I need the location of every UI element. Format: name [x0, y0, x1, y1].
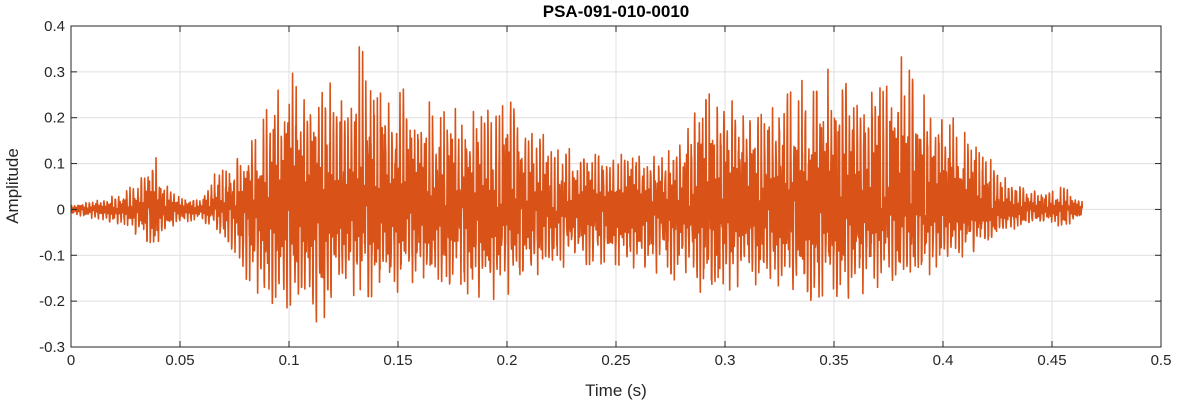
x-tick-label: 0.45	[1037, 352, 1066, 369]
x-tick-label: 0	[67, 352, 75, 369]
x-tick-label: 0.2	[497, 352, 518, 369]
y-tick-label: 0	[57, 201, 65, 218]
x-tick-label: 0.1	[279, 352, 300, 369]
x-tick-label: 0.25	[601, 352, 630, 369]
x-tick-label: 0.4	[933, 352, 954, 369]
x-tick-label: 0.5	[1151, 352, 1172, 369]
x-tick-label: 0.35	[819, 352, 848, 369]
y-tick-label: 0.4	[44, 18, 65, 35]
x-axis-label: Time (s)	[585, 381, 647, 400]
x-tick-label: 0.3	[715, 352, 736, 369]
y-tick-label: 0.1	[44, 156, 65, 173]
y-tick-label: 0.3	[44, 64, 65, 81]
series-group	[70, 46, 1084, 323]
y-tick-label: -0.1	[39, 247, 65, 264]
tick-labels-group: 0 0.05 0.1 0.15 0.2 0.25 0.3 0.35 0.4 0.45 0.5 -0.3…	[39, 18, 1171, 369]
y-tick-label: 0.2	[44, 110, 65, 127]
y-tick-label: -0.2	[39, 293, 65, 310]
y-tick-label: -0.3	[39, 339, 65, 356]
ticks-group	[70, 25, 1162, 348]
y-axis-label: Amplitude	[3, 148, 22, 224]
waveform-line	[70, 46, 1084, 323]
chart-title: PSA-091-010-0010	[543, 2, 689, 21]
x-tick-label: 0.05	[165, 352, 194, 369]
x-tick-label: 0.15	[383, 352, 412, 369]
